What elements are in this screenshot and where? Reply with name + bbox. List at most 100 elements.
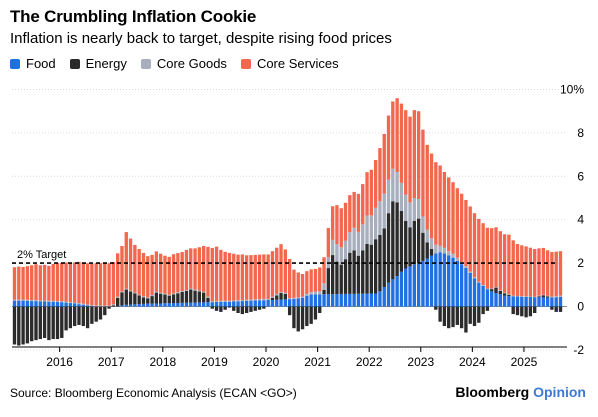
bar-energy bbox=[343, 259, 348, 294]
bar-energy bbox=[51, 306, 55, 340]
bar-food bbox=[305, 295, 309, 307]
bar-energy bbox=[369, 244, 374, 294]
bar-energy bbox=[348, 252, 352, 294]
bar-energy bbox=[34, 306, 38, 341]
bar-food bbox=[528, 296, 533, 307]
bar-food bbox=[537, 297, 541, 307]
bar-energy bbox=[382, 228, 386, 287]
bar-core-services bbox=[146, 256, 150, 298]
bar-energy bbox=[545, 296, 550, 298]
bar-core-goods bbox=[481, 285, 485, 286]
bar-food bbox=[219, 301, 223, 307]
bar-core-services bbox=[68, 263, 73, 303]
bar-core-services bbox=[120, 245, 124, 292]
bar-food bbox=[429, 255, 434, 307]
bar-core-services bbox=[296, 272, 300, 298]
bar-food bbox=[524, 296, 528, 307]
bar-food bbox=[515, 296, 520, 307]
bar-food bbox=[481, 285, 485, 307]
bar-energy bbox=[12, 306, 17, 345]
bar-energy bbox=[296, 306, 300, 332]
bar-core-services bbox=[515, 244, 520, 297]
bar-food bbox=[77, 304, 81, 307]
bar-energy bbox=[330, 255, 335, 295]
bar-food bbox=[490, 291, 494, 307]
bar-core-services bbox=[77, 261, 81, 304]
bar-core-services bbox=[90, 263, 94, 306]
bar-food bbox=[322, 294, 326, 307]
bar-core-goods bbox=[318, 291, 322, 295]
bar-energy bbox=[533, 306, 537, 314]
bar-core-goods bbox=[309, 292, 313, 295]
bar-core-goods bbox=[103, 305, 107, 307]
bar-core-goods bbox=[223, 300, 227, 302]
overlays: 2% Target bbox=[12, 249, 556, 264]
bar-core-goods bbox=[116, 296, 120, 298]
bar-food bbox=[502, 295, 507, 307]
bar-food bbox=[244, 300, 249, 307]
bar-food bbox=[416, 263, 421, 307]
bar-food bbox=[270, 299, 275, 307]
bar-core-services bbox=[464, 199, 468, 267]
bar-food bbox=[434, 253, 438, 307]
bar-core-services bbox=[42, 264, 47, 301]
bar-food bbox=[21, 300, 25, 307]
bar-core-goods bbox=[210, 301, 214, 303]
bar-energy bbox=[25, 306, 30, 344]
bar-core-services bbox=[425, 144, 429, 230]
bar-energy bbox=[21, 306, 25, 345]
bar-energy bbox=[472, 306, 477, 327]
bar-energy bbox=[502, 293, 507, 296]
bar-core-goods bbox=[159, 292, 163, 294]
brand-accent: Opinion bbox=[533, 384, 586, 400]
bar-energy bbox=[520, 306, 524, 317]
y-tick-label: 8 bbox=[577, 126, 584, 140]
bar-core-services bbox=[442, 171, 447, 248]
bar-core-services bbox=[257, 254, 262, 300]
bar-core-goods bbox=[335, 244, 339, 262]
chart-title: The Crumbling Inflation Cookie bbox=[10, 7, 257, 26]
bar-energy bbox=[141, 297, 146, 304]
bar-food bbox=[477, 282, 481, 307]
bar-food bbox=[391, 279, 395, 307]
bar-core-goods bbox=[253, 299, 257, 301]
x-tick-label: 2019 bbox=[201, 355, 228, 369]
bar-core-services bbox=[537, 248, 541, 296]
bar-core-goods bbox=[343, 240, 348, 260]
bar-energy bbox=[154, 292, 159, 304]
y-tick-label: 4 bbox=[577, 213, 584, 227]
y-tick-label: 10% bbox=[560, 83, 584, 97]
bar-food bbox=[81, 304, 85, 307]
y-tick-label: 0 bbox=[577, 300, 584, 314]
bar-food bbox=[378, 291, 382, 307]
bar-food bbox=[85, 305, 90, 307]
bar-food bbox=[201, 302, 206, 307]
legend-swatch-core-goods bbox=[140, 58, 151, 69]
bar-energy bbox=[434, 306, 438, 310]
bar-core-services bbox=[116, 253, 120, 297]
source-note: Source: Bloomberg Economic Analysis (ECA… bbox=[10, 386, 297, 400]
bar-core-services bbox=[507, 234, 511, 295]
bar-core-services bbox=[550, 252, 554, 297]
bar-energy bbox=[42, 306, 47, 338]
bar-food bbox=[464, 267, 468, 307]
bar-core-services bbox=[318, 267, 322, 292]
bar-energy bbox=[47, 306, 51, 341]
bar-food bbox=[558, 296, 563, 307]
bar-core-services bbox=[528, 247, 533, 297]
bar-core-goods bbox=[275, 294, 279, 296]
y-tick-label: -2 bbox=[573, 343, 584, 357]
bar-core-goods bbox=[485, 288, 490, 290]
bar-energy bbox=[438, 306, 442, 322]
x-tick-label: 2025 bbox=[511, 355, 538, 369]
bar-food bbox=[193, 302, 197, 307]
bar-core-goods bbox=[429, 238, 434, 249]
bar-food bbox=[485, 289, 490, 307]
bar-core-services bbox=[421, 129, 425, 217]
bar-energy bbox=[167, 295, 171, 304]
bar-core-services bbox=[133, 244, 137, 293]
bar-core-goods bbox=[558, 295, 563, 297]
bar-food bbox=[447, 255, 451, 307]
bar-energy bbox=[352, 250, 356, 294]
bar-food bbox=[197, 302, 202, 307]
